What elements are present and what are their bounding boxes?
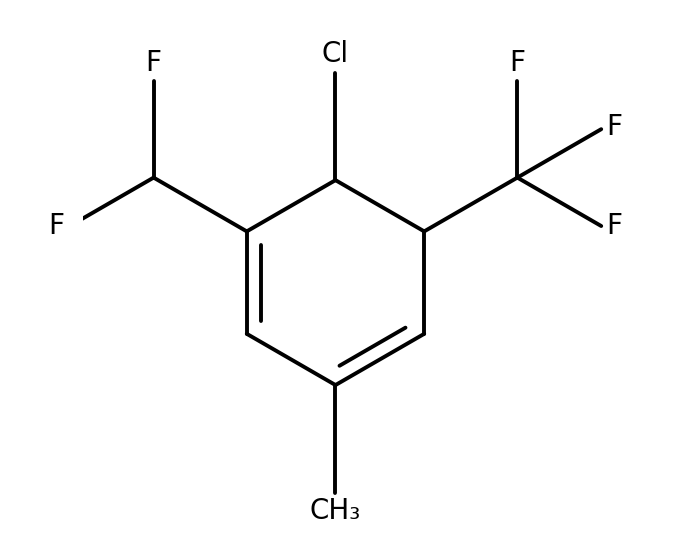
Text: Cl: Cl	[322, 40, 349, 69]
Text: F: F	[606, 113, 623, 140]
Text: CH₃: CH₃	[310, 497, 361, 525]
Text: F: F	[145, 49, 162, 77]
Text: F: F	[48, 212, 64, 240]
Text: F: F	[509, 49, 525, 77]
Text: F: F	[606, 212, 623, 240]
